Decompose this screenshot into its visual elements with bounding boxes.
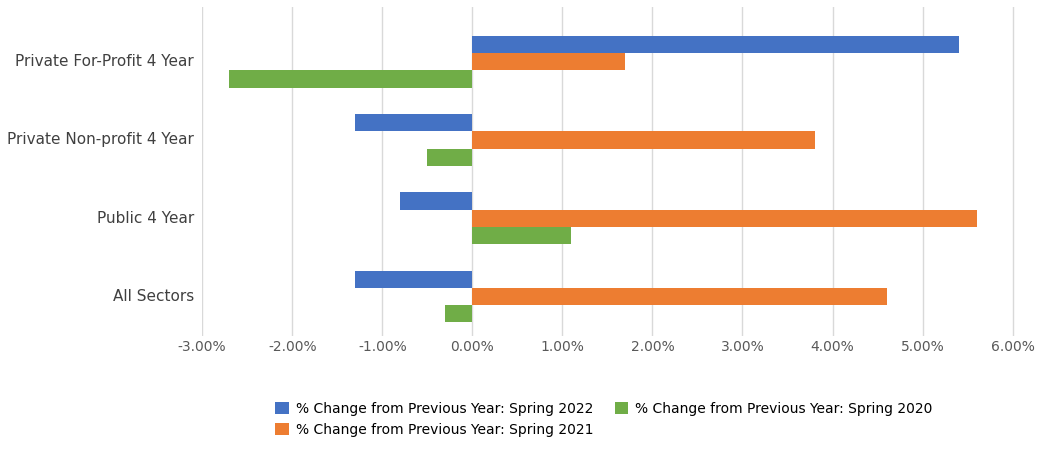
Bar — [445, 305, 472, 322]
Bar — [472, 36, 959, 53]
Bar — [355, 271, 472, 288]
Bar — [472, 131, 815, 149]
Bar — [472, 288, 887, 305]
Bar — [229, 70, 472, 88]
Bar — [472, 210, 976, 227]
Bar — [355, 114, 472, 131]
Bar — [400, 192, 472, 210]
Legend: % Change from Previous Year: Spring 2022, % Change from Previous Year: Spring 20: % Change from Previous Year: Spring 2022… — [275, 402, 933, 437]
Bar — [472, 53, 625, 70]
Bar — [472, 227, 571, 244]
Bar — [427, 149, 472, 166]
